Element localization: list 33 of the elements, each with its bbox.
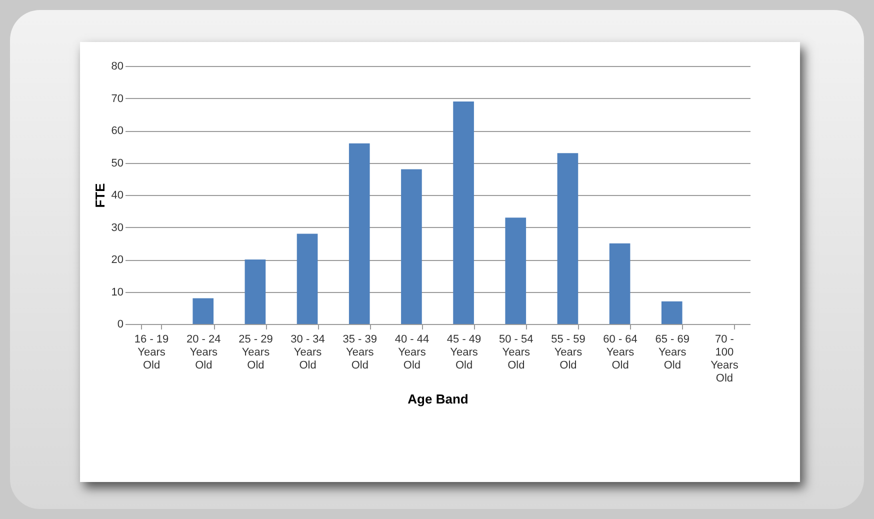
bar xyxy=(453,101,474,324)
x-tick-label: 65 - 69 Years Old xyxy=(655,334,690,372)
x-axis-title: Age Band xyxy=(408,392,468,406)
bar xyxy=(661,301,682,324)
y-tick-label: 0 xyxy=(117,318,124,330)
x-tick-label: 55 - 59 Years Old xyxy=(551,334,586,372)
x-tick-label: 35 - 39 Years Old xyxy=(342,334,377,372)
y-tick-label: 20 xyxy=(111,254,124,266)
bar xyxy=(557,153,578,324)
x-tick-label: 45 - 49 Years Old xyxy=(446,334,482,372)
x-tick-label: 30 - 34 Years Old xyxy=(290,334,325,372)
y-tick-label: 60 xyxy=(111,125,124,137)
y-tick-label: 80 xyxy=(111,60,124,72)
x-tick-label: 50 - 54 Years Old xyxy=(499,334,534,372)
x-tick-label: 25 - 29 Years Old xyxy=(238,334,273,372)
x-tick-label: 16 - 19 Years Old xyxy=(134,334,169,372)
bar xyxy=(296,234,318,324)
bar xyxy=(244,260,266,324)
y-tick-label: 70 xyxy=(111,92,124,105)
bar xyxy=(401,169,422,324)
x-tick-label: 20 - 24 Years Old xyxy=(186,334,221,372)
x-tick-label: 60 - 64 Years Old xyxy=(603,334,638,372)
bar xyxy=(348,143,370,324)
y-axis-title: FTE xyxy=(92,182,108,208)
bar xyxy=(192,298,214,324)
y-tick-label: 40 xyxy=(111,190,124,202)
bar xyxy=(609,243,630,324)
y-tick-label: 50 xyxy=(111,157,124,170)
y-tick-label: 10 xyxy=(111,286,124,298)
x-tick-label: 70 - 100 Years Old xyxy=(710,334,739,384)
bar xyxy=(505,218,526,324)
y-tick-label: 30 xyxy=(111,222,124,234)
x-tick-label: 40 - 44 Years Old xyxy=(394,334,430,372)
